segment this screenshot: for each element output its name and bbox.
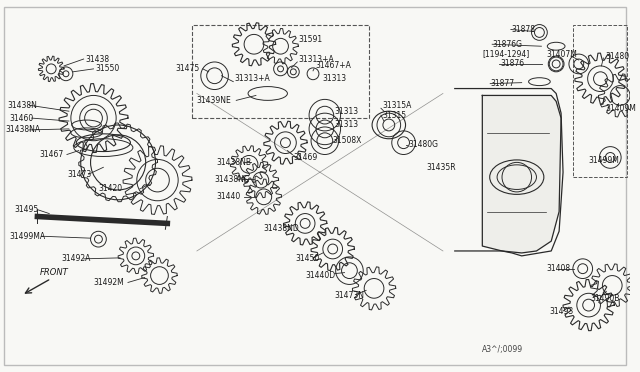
Text: 31473: 31473	[67, 170, 91, 179]
Text: 31876G: 31876G	[492, 40, 522, 49]
Text: 31876: 31876	[500, 60, 524, 68]
Text: 31450: 31450	[295, 254, 319, 263]
Text: 31877: 31877	[490, 79, 515, 88]
Text: 31499MA: 31499MA	[10, 232, 46, 241]
Text: 31438NA: 31438NA	[5, 125, 40, 134]
Text: 31475: 31475	[175, 64, 200, 73]
Text: 31480: 31480	[605, 52, 630, 61]
Text: 31438ND: 31438ND	[264, 224, 300, 233]
Text: 31313: 31313	[323, 74, 347, 83]
Polygon shape	[483, 96, 561, 253]
Text: 31438: 31438	[86, 55, 110, 64]
Text: 31550: 31550	[95, 64, 120, 73]
Text: FRONT: FRONT	[40, 268, 68, 277]
Text: 31435R: 31435R	[426, 163, 456, 172]
Text: 31438NB: 31438NB	[216, 158, 252, 167]
Text: A3^/;0099: A3^/;0099	[483, 345, 524, 354]
Text: 31460: 31460	[10, 113, 34, 123]
Text: 31313: 31313	[335, 121, 359, 129]
Text: 31467+A: 31467+A	[315, 61, 351, 70]
Text: 31467: 31467	[40, 150, 63, 159]
Text: 31438N: 31438N	[8, 101, 38, 110]
Text: [1194-1294]: [1194-1294]	[483, 49, 529, 59]
Text: 31480G: 31480G	[408, 140, 438, 149]
Text: 31499M: 31499M	[589, 156, 620, 165]
Text: 31492M: 31492M	[93, 278, 124, 287]
Text: 31438NC: 31438NC	[214, 174, 250, 184]
Text: 31440: 31440	[216, 192, 241, 201]
Text: 31407M: 31407M	[547, 49, 577, 59]
Text: 31315A: 31315A	[382, 101, 412, 110]
Text: 31495: 31495	[15, 205, 39, 214]
Text: 31313: 31313	[335, 107, 359, 116]
Text: 31409M: 31409M	[605, 104, 636, 113]
Text: 31508X: 31508X	[333, 136, 362, 145]
Bar	[192, 25, 369, 118]
Text: 31313+A: 31313+A	[234, 74, 270, 83]
Text: 31490B: 31490B	[591, 294, 620, 303]
Bar	[573, 25, 627, 177]
Text: 31420: 31420	[99, 185, 122, 193]
Text: 31469: 31469	[293, 153, 317, 162]
Text: 31440D: 31440D	[305, 271, 335, 280]
Text: 31591: 31591	[298, 35, 323, 44]
Text: 31313+A: 31313+A	[298, 55, 334, 64]
Text: 31493: 31493	[549, 308, 573, 317]
Text: 31439NE: 31439NE	[197, 96, 232, 105]
Text: 31492A: 31492A	[61, 254, 90, 263]
Text: 31315: 31315	[382, 110, 406, 120]
Text: 31408: 31408	[547, 264, 570, 273]
Text: 31473N: 31473N	[335, 291, 365, 300]
Text: 31878: 31878	[512, 25, 536, 34]
